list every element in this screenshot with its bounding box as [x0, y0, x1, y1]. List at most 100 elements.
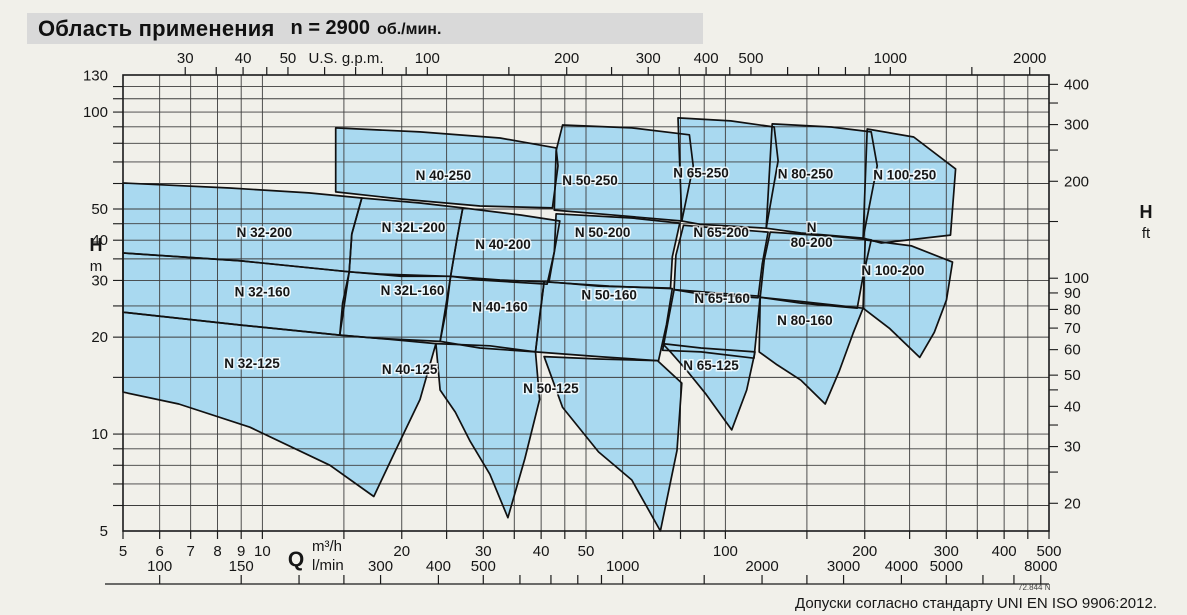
m3h-tick-label: 50	[578, 543, 595, 560]
m3h-tick-label: 30	[475, 543, 492, 560]
page-title: Область применения	[38, 15, 275, 41]
gpm-tick-label: 1000	[874, 50, 907, 67]
pump-region-outline	[661, 342, 756, 431]
pump-region-label: 80-200	[791, 235, 833, 250]
h-axis-unit-left: m	[90, 258, 103, 275]
pump-region-label: N 50-250	[562, 173, 618, 188]
pump-region-label: N 40-250	[416, 168, 472, 183]
pump-region-outline	[449, 207, 561, 286]
gpm-tick-label: 30	[177, 50, 194, 67]
gpm-axis-unit: U.S. g.p.m.	[308, 50, 383, 67]
pump-region-label: N 32-125	[224, 356, 280, 371]
pump-region-label: N 50-160	[581, 288, 637, 303]
tolerance-note: Допуски согласно стандарту UNI EN ISO 99…	[795, 595, 1157, 612]
m3h-tick-label: 100	[713, 543, 738, 560]
h-m-tick-label: 20	[91, 329, 108, 346]
bottom-axis-lmin	[105, 575, 1049, 585]
pump-region-label: N 65-200	[693, 225, 749, 240]
h-ft-tick-label: 400	[1064, 76, 1089, 93]
pump-region-label: N 100-250	[873, 167, 936, 182]
pump-region	[123, 312, 436, 497]
pump-region-label: N 65-125	[683, 358, 739, 373]
lmin-tick-label: 400	[426, 558, 451, 575]
gpm-tick-label: 50	[280, 50, 297, 67]
gpm-tick-label: 500	[738, 50, 763, 67]
h-m-tick-label: 50	[91, 201, 108, 218]
m3h-tick-label: 5	[119, 543, 127, 560]
rpm-units: об./мин.	[377, 21, 442, 38]
pump-regions-fill	[123, 117, 956, 531]
m3h-tick-label: 7	[186, 543, 194, 560]
lmin-tick-label: 4000	[885, 558, 918, 575]
m3h-tick-label: 40	[533, 543, 550, 560]
pump-region-outline	[534, 280, 674, 362]
pump-region-label: N 65-160	[694, 291, 750, 306]
gpm-tick-label: 300	[636, 50, 661, 67]
pump-region-label: N 32L-200	[382, 220, 446, 235]
m3h-tick-label: 6	[155, 543, 163, 560]
pump-region-label: N 32-200	[237, 225, 293, 240]
h-m-tick-label: 10	[91, 426, 108, 443]
pump-region	[440, 276, 545, 352]
pump-region-outline	[435, 342, 541, 519]
pump-region	[678, 117, 779, 229]
lmin-tick-label: 150	[229, 558, 254, 575]
gpm-tick-label: 400	[694, 50, 719, 67]
pump-region-outline	[661, 288, 762, 360]
pump-region-outline	[765, 123, 879, 239]
h-m-tick-label: 30	[91, 272, 108, 289]
lmin-tick-label: 2000	[745, 558, 778, 575]
m3h-tick-label: 8	[213, 543, 221, 560]
m3h-tick-label: 300	[934, 543, 959, 560]
h-m-tick-label: 100	[83, 104, 108, 121]
pump-region-label: N 40-125	[382, 362, 438, 377]
pump-region	[766, 123, 878, 239]
pump-region-labels: N 40-250 N 50-250 N 65-250 N 80-250 N 100-25…	[223, 164, 938, 397]
h-ft-tick-label: 40	[1064, 398, 1081, 415]
h-ft-tick-label: 50	[1064, 367, 1081, 384]
pump-region-outline	[122, 311, 437, 498]
pump-region	[863, 239, 953, 358]
h-m-tick-label: 130	[83, 67, 108, 84]
lmin-tick-label: 5000	[930, 558, 963, 575]
gpm-tick-label: 100	[415, 50, 440, 67]
pump-region-label: N 32-160	[235, 285, 291, 300]
pump-region	[544, 356, 682, 531]
h-ft-tick-label: 30	[1064, 439, 1081, 456]
h-axis-symbol-right: H	[1140, 202, 1153, 222]
m3h-tick-label: 20	[393, 543, 410, 560]
pump-region-label: N 40-200	[475, 237, 531, 252]
pump-region	[535, 281, 673, 361]
pump-region-outline	[543, 355, 683, 532]
pump-region-label: N 50-200	[575, 225, 631, 240]
m3h-tick-label: 400	[992, 543, 1017, 560]
pump-regions-outline	[122, 117, 957, 532]
m3h-tick-label: 200	[852, 543, 877, 560]
pump-region-outline	[673, 224, 769, 299]
h-axis-symbol-left: H	[90, 235, 103, 255]
m3h-tick-label: 500	[1036, 543, 1061, 560]
bottom-axis-m3h	[122, 531, 1050, 539]
right-axis-h-ft	[1049, 83, 1058, 504]
gpm-tick-label: 2000	[1013, 50, 1046, 67]
pump-region-label: N 80-250	[778, 167, 834, 182]
pump-region	[674, 225, 769, 298]
pump-region-outline	[862, 128, 957, 244]
pump-region	[554, 125, 694, 221]
m3h-tick-label: 10	[254, 543, 271, 560]
title-bar: Область применения n = 2900 об./мин.	[27, 13, 703, 44]
pump-region	[760, 232, 872, 309]
h-ft-tick-label: 100	[1064, 270, 1089, 287]
rpm-value: n = 2900	[290, 17, 371, 39]
pump-region	[759, 297, 864, 404]
document-code: 72.844 N	[1018, 583, 1051, 592]
h-m-tick-label: 40	[91, 232, 108, 249]
h-ft-tick-label: 70	[1064, 320, 1081, 337]
gpm-tick-label: 200	[554, 50, 579, 67]
h-m-tick-label: 5	[100, 523, 108, 540]
left-axis-h-m	[113, 86, 123, 507]
pump-region	[339, 271, 451, 342]
pump-region	[435, 343, 540, 518]
pump-region	[662, 343, 755, 430]
